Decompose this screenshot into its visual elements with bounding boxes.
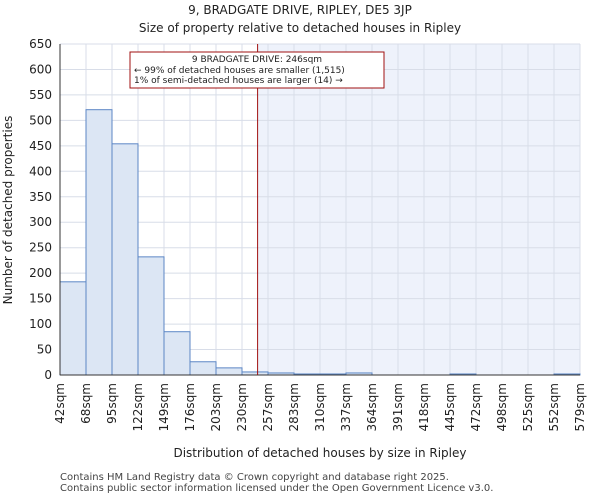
- annotation-line-3: 1% of semi-detached houses are larger (1…: [134, 76, 343, 86]
- annotation-box: 9 BRADGATE DRIVE: 246sqm ← 99% of detach…: [129, 51, 385, 89]
- histogram-bar: [137, 256, 165, 376]
- x-tick-label: 310sqm: [313, 383, 327, 431]
- x-tick-label: 257sqm: [261, 383, 275, 431]
- y-tick-label: 50: [37, 343, 52, 357]
- chart-subtitle: Size of property relative to detached ho…: [139, 21, 461, 35]
- y-tick-label: 650: [29, 37, 52, 51]
- x-tick-label: 391sqm: [391, 383, 405, 431]
- histogram-bar: [215, 367, 243, 376]
- footer-line-2: Contains public sector information licen…: [60, 483, 494, 494]
- histogram-bar: [59, 281, 87, 376]
- x-tick-label: 122sqm: [131, 383, 145, 431]
- x-tick-label: 176sqm: [183, 383, 197, 431]
- x-tick-label: 95sqm: [105, 383, 119, 424]
- annotation-line-2: ← 99% of detached houses are smaller (1,…: [134, 66, 345, 76]
- x-tick-label: 445sqm: [443, 383, 457, 431]
- y-tick-label: 350: [29, 190, 52, 204]
- x-tick-label: 337sqm: [339, 383, 353, 431]
- footer-line-1: Contains HM Land Registry data © Crown c…: [60, 472, 449, 483]
- x-tick-label: 579sqm: [573, 383, 587, 431]
- x-tick-label: 42sqm: [53, 383, 67, 424]
- y-tick-label: 300: [29, 215, 52, 229]
- histogram-bar: [189, 361, 217, 376]
- histogram-bar: [85, 109, 113, 376]
- y-tick-label: 400: [29, 164, 52, 178]
- y-tick-label: 600: [29, 62, 52, 76]
- x-tick-label: 525sqm: [521, 383, 535, 431]
- x-tick-label: 364sqm: [365, 383, 379, 431]
- x-tick-label: 149sqm: [157, 383, 171, 431]
- x-tick-label: 230sqm: [235, 383, 249, 431]
- x-tick-label: 418sqm: [417, 383, 431, 431]
- chart-title: 9, BRADGATE DRIVE, RIPLEY, DE5 3JP: [188, 3, 412, 17]
- x-tick-label: 283sqm: [287, 383, 301, 431]
- x-tick-label: 203sqm: [209, 383, 223, 431]
- y-tick-label: 250: [29, 241, 52, 255]
- y-tick-label: 200: [29, 266, 52, 280]
- x-axis-label: Distribution of detached houses by size …: [173, 446, 466, 460]
- y-tick-label: 450: [29, 139, 52, 153]
- y-tick-label: 100: [29, 317, 52, 331]
- y-tick-label: 150: [29, 292, 52, 306]
- y-tick-label: 0: [44, 368, 52, 382]
- x-tick-label: 68sqm: [79, 383, 93, 424]
- annotation-line-1: 9 BRADGATE DRIVE: 246sqm: [192, 55, 322, 65]
- shaded-region: [257, 44, 580, 375]
- x-tick-label: 472sqm: [469, 383, 483, 431]
- x-tick-label: 552sqm: [547, 383, 561, 431]
- histogram-bar: [111, 143, 139, 376]
- x-tick-label: 498sqm: [495, 383, 509, 431]
- y-tick-label: 550: [29, 88, 52, 102]
- y-tick-label: 500: [29, 113, 52, 127]
- histogram-bar: [163, 331, 191, 376]
- y-axis-label: Number of detached properties: [1, 116, 15, 305]
